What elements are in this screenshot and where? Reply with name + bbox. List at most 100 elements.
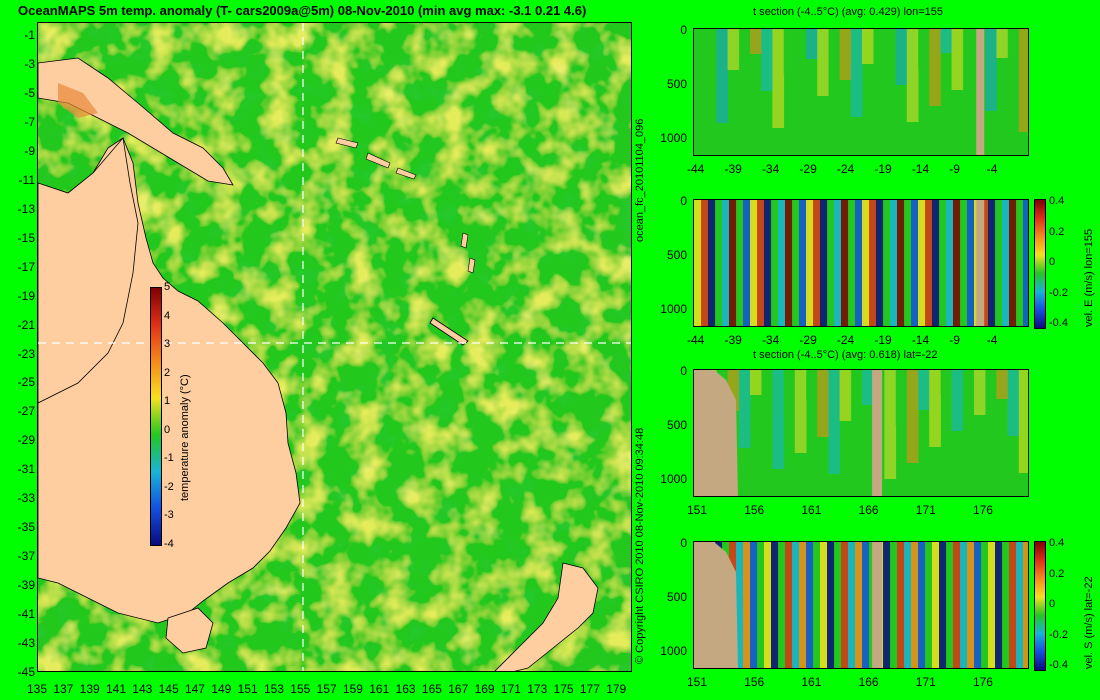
cape-york-land bbox=[38, 137, 139, 404]
lat-tick-label: -21 bbox=[17, 317, 35, 332]
section-stripe bbox=[1002, 542, 1010, 668]
panel-x-tick: -4 bbox=[986, 333, 998, 347]
section-stripe bbox=[940, 29, 953, 53]
section-stripe bbox=[705, 29, 717, 86]
section-stripe bbox=[850, 29, 863, 117]
map-colorbar-tick: 1 bbox=[164, 395, 171, 408]
section-stripe bbox=[820, 542, 828, 668]
section-stripe bbox=[932, 542, 940, 668]
section-stripe bbox=[897, 542, 905, 668]
lon-tick-label: 165 bbox=[421, 682, 442, 696]
section-stripe bbox=[1023, 542, 1028, 668]
panel-colorbar-tick: 0.4 bbox=[1049, 537, 1065, 549]
section-stripe bbox=[967, 200, 975, 326]
section-stripe bbox=[772, 29, 785, 128]
lon-tick-label: 139 bbox=[79, 682, 100, 696]
section-stripe bbox=[794, 29, 807, 112]
section-stripe bbox=[962, 370, 975, 468]
lat-tick-label: -33 bbox=[17, 491, 35, 506]
section-stripe bbox=[785, 542, 793, 668]
section-stripe bbox=[884, 29, 897, 138]
panel-y-tick: 0 bbox=[680, 536, 687, 550]
map-canvas bbox=[38, 23, 631, 671]
lon-tick-label: 155 bbox=[290, 682, 311, 696]
lon-tick-label: 175 bbox=[553, 682, 574, 696]
panel-title: t section (-4..5°C) (avg: 0.618) lat=-22 bbox=[753, 349, 938, 361]
panel-x-tick: -19 bbox=[874, 162, 892, 176]
section-stripe bbox=[876, 200, 884, 326]
map-colorbar-tick: 4 bbox=[164, 309, 171, 322]
lon-tick-label: 137 bbox=[53, 682, 74, 696]
panel-y-tick: 500 bbox=[666, 77, 687, 91]
panel-y-tick: 500 bbox=[666, 590, 687, 604]
section-panel[interactable] bbox=[693, 28, 1029, 156]
section-stripe bbox=[1009, 200, 1017, 326]
panel-x-tick: 171 bbox=[915, 503, 936, 517]
section-stripe bbox=[918, 29, 930, 69]
section-stripe bbox=[960, 200, 968, 326]
section-stripe bbox=[738, 29, 751, 107]
section-stripe bbox=[967, 542, 975, 668]
section-stripe bbox=[895, 370, 908, 426]
panel-y-tick: 0 bbox=[680, 194, 687, 208]
vanuatu-land bbox=[460, 232, 476, 274]
lat-tick-label: -5 bbox=[24, 85, 35, 100]
lat-tick-label: -1 bbox=[24, 28, 35, 42]
section-stripe bbox=[918, 542, 926, 668]
panel-y-tick: 500 bbox=[666, 418, 687, 432]
section-stripe bbox=[771, 542, 779, 668]
section-stripe bbox=[828, 370, 841, 474]
section-stripe bbox=[783, 370, 796, 416]
map-colorbar-tick: 2 bbox=[164, 366, 171, 379]
panel-y-tick: 1000 bbox=[660, 131, 687, 145]
panel-x-tick: 151 bbox=[687, 675, 708, 689]
section-stripe bbox=[985, 370, 997, 452]
land-mask bbox=[976, 29, 985, 155]
lat-tick-label: -15 bbox=[17, 230, 35, 245]
section-stripe bbox=[996, 370, 1009, 399]
section-stripe bbox=[890, 542, 898, 668]
section-panel[interactable] bbox=[693, 199, 1029, 327]
section-stripe bbox=[701, 200, 709, 326]
panel-x-tick: -14 bbox=[911, 162, 930, 176]
panel-x-tick: -34 bbox=[761, 333, 780, 347]
section-stripe bbox=[911, 200, 919, 326]
panel-colorbar-label: vel. S (m/s) lat=-22 bbox=[1083, 576, 1095, 669]
lat-tick-label: -45 bbox=[17, 665, 35, 679]
panel-x-tick: 176 bbox=[972, 675, 993, 689]
section-stripe bbox=[794, 370, 807, 453]
panel-x-tick: 166 bbox=[858, 503, 879, 517]
section-stripe bbox=[743, 542, 751, 668]
panel-x-tick: 156 bbox=[744, 675, 765, 689]
lat-tick-label: -13 bbox=[17, 201, 35, 216]
section-stripe bbox=[757, 200, 765, 326]
lon-tick-label: 177 bbox=[579, 682, 600, 696]
section-stripe bbox=[841, 542, 849, 668]
section-stripe bbox=[761, 29, 773, 91]
temperature-anomaly-map[interactable]: 5 4 3 2 1 0 -1 -2 -3 -4 temperature anomaly (°C) bbox=[37, 22, 632, 672]
section-stripe bbox=[722, 200, 730, 326]
lon-tick-label: 143 bbox=[132, 682, 153, 696]
section-stripe bbox=[1018, 29, 1028, 132]
section-stripe bbox=[806, 200, 814, 326]
section-stripe bbox=[925, 542, 933, 668]
lat-tick-label: -19 bbox=[17, 288, 35, 303]
forecast-id-label: ocean_fc_20101104_096 bbox=[634, 118, 646, 242]
lat-tick-label: -43 bbox=[17, 636, 35, 651]
section-panel[interactable] bbox=[693, 541, 1029, 669]
section-stripe bbox=[764, 200, 772, 326]
land-mask bbox=[872, 370, 883, 496]
section-stripe bbox=[883, 200, 891, 326]
lon-tick-label: 159 bbox=[342, 682, 363, 696]
section-canvas bbox=[694, 542, 1028, 668]
section-stripe bbox=[694, 29, 706, 49]
land-mask bbox=[976, 200, 985, 326]
panel-colorbar-tick: -0.4 bbox=[1049, 317, 1068, 329]
section-stripe bbox=[855, 200, 863, 326]
section-stripe bbox=[939, 200, 947, 326]
map-colorbar-tick: -4 bbox=[164, 538, 174, 550]
section-stripe bbox=[806, 370, 818, 400]
section-stripe bbox=[761, 370, 773, 432]
section-stripe bbox=[828, 29, 841, 133]
section-panel[interactable] bbox=[693, 369, 1029, 497]
